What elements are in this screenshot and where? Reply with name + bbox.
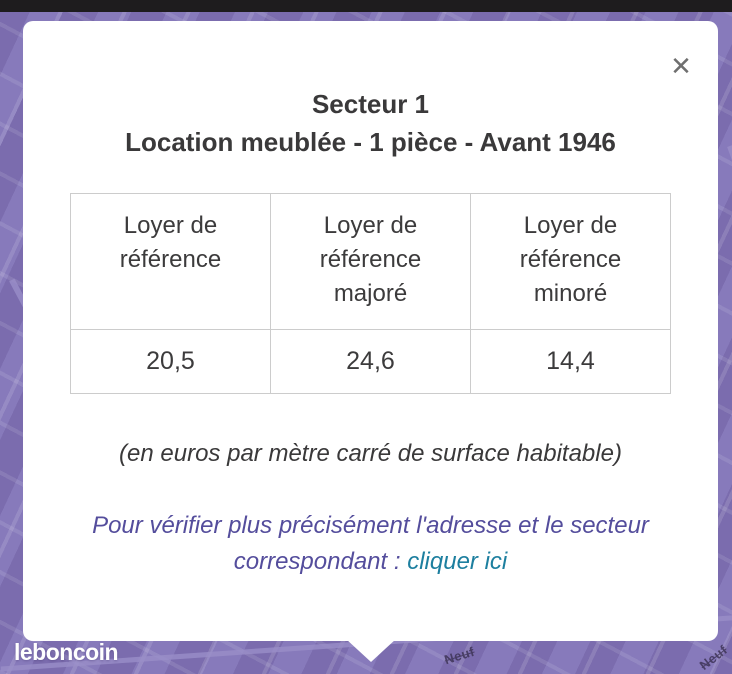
value-majore: 24,6 <box>270 329 471 394</box>
unit-note: (en euros par mètre carré de surface hab… <box>119 440 622 467</box>
verify-address-text: Pour vérifier plus précisément l'adresse… <box>88 508 654 580</box>
map-street-label: Neuf <box>696 642 731 673</box>
value-minore: 14,4 <box>470 329 671 394</box>
popup-tail-pointer <box>346 639 396 662</box>
table-value-row: 20,5 24,6 14,4 <box>70 329 671 394</box>
popup-title-criteria: Location meublée - 1 pièce - Avant 1946 <box>125 127 616 157</box>
map-street-line <box>727 145 732 260</box>
popup-title: Secteur 1 Location meublée - 1 pièce - A… <box>23 85 718 161</box>
close-icon[interactable]: ✕ <box>664 49 698 83</box>
table-header-minore: Loyer de référence minoré <box>470 193 671 330</box>
rent-reference-table: Loyer de référence Loyer de référence ma… <box>70 193 671 394</box>
top-bar <box>0 0 732 12</box>
verify-link[interactable]: cliquer ici <box>407 548 508 575</box>
value-reference: 20,5 <box>70 329 271 394</box>
leboncoin-logo: leboncoin <box>14 639 119 665</box>
table-header-majore: Loyer de référence majoré <box>270 193 471 330</box>
sector-info-popup: ✕ Secteur 1 Location meublée - 1 pièce -… <box>23 21 718 641</box>
table-header-row: Loyer de référence Loyer de référence ma… <box>70 193 671 330</box>
map-street-label: Neuf <box>442 643 477 668</box>
table-header-reference: Loyer de référence <box>70 193 271 330</box>
verify-intro-text: Pour vérifier plus précisément l'adresse… <box>92 512 649 575</box>
popup-title-sector: Secteur 1 <box>311 89 430 119</box>
